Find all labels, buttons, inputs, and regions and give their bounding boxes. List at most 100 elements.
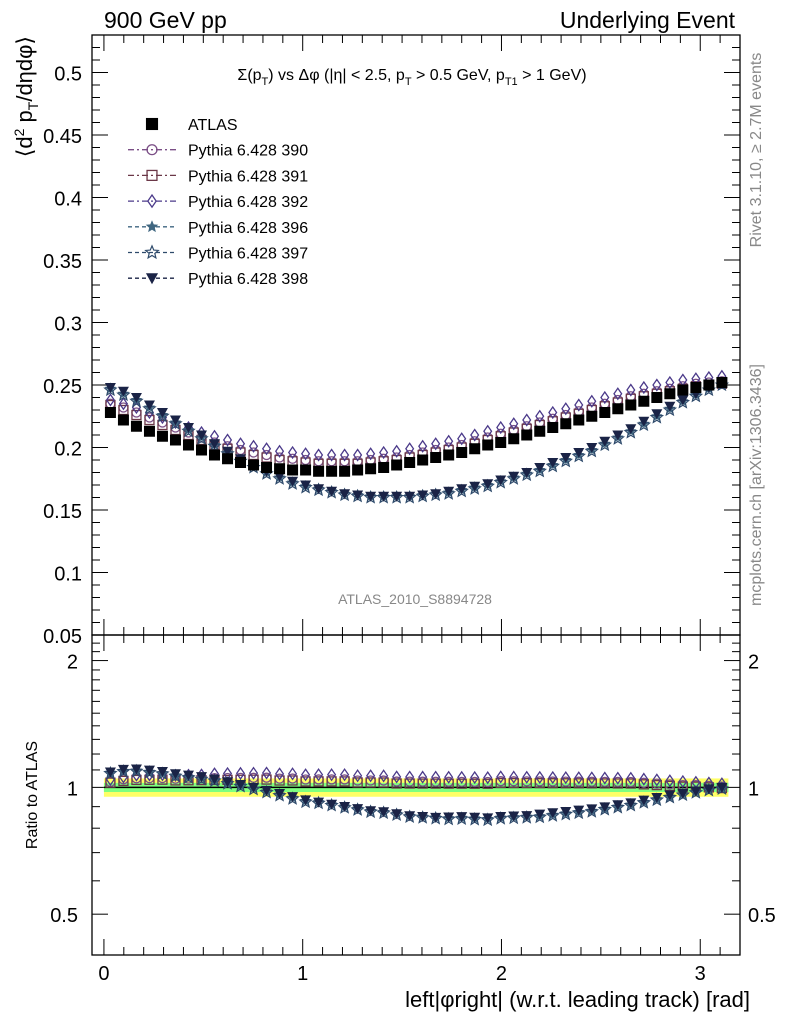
data-point-pythia-6-428-398 [586, 443, 598, 453]
legend-marker [145, 273, 159, 285]
data-point-pythia-6-428-392 [222, 433, 233, 447]
data-point-atlas [651, 392, 663, 403]
ratio-point-pythia-6-428-392 [340, 768, 350, 782]
data-point-atlas [339, 465, 351, 477]
ratio-point-pythia-6-428-398 [586, 804, 598, 815]
data-point-pythia-6-428-398 [443, 486, 455, 497]
data-point-pythia-6-428-391 [131, 409, 142, 421]
x-tick-label: 2 [496, 963, 507, 985]
ratio-point-pythia-6-428-391 [534, 777, 545, 789]
ratio-point-pythia-6-428-392 [483, 771, 493, 785]
data-point-pythia-6-428-398 [534, 463, 546, 473]
data-point-pythia-6-428-392 [261, 442, 272, 456]
ratio-point-pythia-6-428-392 [548, 770, 558, 785]
ratio-point-pythia-6-428-398 [508, 811, 520, 822]
ratio-point-pythia-6-428-398 [196, 772, 208, 783]
data-point-pythia-6-428-392 [405, 442, 415, 456]
legend-marker [145, 117, 159, 131]
data-point-atlas [690, 382, 702, 393]
ratio-point-pythia-6-428-398 [339, 802, 351, 813]
ratio-point-pythia-6-428-392 [665, 774, 675, 788]
ratio-point-pythia-6-428-392 [626, 771, 636, 785]
ratio-point-pythia-6-428-398 [573, 805, 585, 816]
legend-label: Pythia 6.428 398 [188, 271, 308, 288]
ratio-point-pythia-6-428-392 [613, 771, 623, 785]
ratio-point-pythia-6-428-392 [327, 768, 337, 782]
data-point-pythia-6-428-398 [430, 489, 442, 500]
data-point-atlas [104, 407, 116, 418]
ratio-point-pythia-6-428-392 [274, 767, 285, 781]
ratio-point-pythia-6-428-392 [248, 766, 259, 780]
ratio-y-tick-label: 1 [67, 778, 78, 800]
data-point-pythia-6-428-397 [584, 443, 599, 458]
data-point-pythia-6-428-392 [235, 437, 246, 451]
data-point-pythia-6-428-398 [599, 436, 611, 447]
main-y-tick-label: 0.45 [43, 126, 82, 148]
data-point-pythia-6-428-398 [664, 401, 676, 412]
ratio-point-pythia-6-428-398 [443, 812, 455, 823]
ratio-point-pythia-6-428-392 [587, 771, 597, 785]
data-point-pythia-6-428-392 [287, 445, 298, 460]
ratio-point-pythia-6-428-392 [431, 770, 441, 784]
ratio-point-pythia-6-428-392 [561, 770, 571, 785]
ratio-point-pythia-6-428-392 [287, 767, 298, 781]
data-point-atlas [456, 447, 468, 458]
data-point-pythia-6-428-392 [366, 447, 376, 461]
data-point-atlas [703, 379, 715, 391]
legend-label: ATLAS [188, 117, 238, 134]
data-point-atlas [534, 425, 546, 437]
legend-item-pythia-6-428-396: Pythia 6.428 396 [128, 220, 308, 237]
data-point-pythia-6-428-397 [610, 431, 626, 445]
ratio-point-pythia-6-428-398 [690, 786, 702, 797]
data-point-pythia-6-428-392 [626, 383, 636, 397]
ratio-y-tick-label-right: 1 [748, 778, 759, 800]
data-point-pythia-6-428-392 [313, 448, 324, 462]
data-point-atlas [716, 377, 728, 388]
data-point-pythia-6-428-398 [313, 484, 325, 495]
ratio-point-pythia-6-428-392 [444, 770, 454, 784]
data-point-atlas [391, 459, 403, 471]
series-pythia-6-428-397 [103, 377, 730, 504]
data-point-atlas [274, 463, 286, 475]
ratio-point-pythia-6-428-397 [571, 805, 586, 820]
ratio-point-pythia-6-428-391 [586, 778, 597, 789]
ratio-point-pythia-6-428-391 [118, 775, 129, 787]
data-point-pythia-6-428-398 [417, 490, 429, 501]
data-point-pythia-6-428-398 [117, 386, 129, 397]
legend-item-atlas: ATLAS [145, 117, 238, 134]
data-point-pythia-6-428-397 [571, 448, 586, 463]
data-point-pythia-6-428-392 [118, 397, 129, 411]
data-point-atlas [469, 443, 481, 455]
data-point-atlas [508, 433, 520, 445]
data-point-atlas [573, 414, 585, 426]
data-point-pythia-6-428-398 [352, 490, 364, 501]
ratio-point-pythia-6-428-391 [274, 775, 285, 786]
data-point-pythia-6-428-398 [456, 484, 468, 495]
data-point-pythia-6-428-398 [196, 430, 208, 441]
ratio-point-pythia-6-428-398 [456, 812, 468, 823]
data-point-pythia-6-428-398 [560, 453, 572, 463]
data-point-pythia-6-428-398 [482, 479, 494, 490]
data-point-atlas [664, 388, 676, 400]
data-point-pythia-6-428-392 [418, 439, 428, 453]
data-point-pythia-6-428-392 [457, 432, 467, 446]
ratio-point-pythia-6-428-397 [558, 806, 573, 821]
data-point-pythia-6-428-392 [496, 420, 506, 435]
data-point-pythia-6-428-398 [677, 395, 689, 406]
data-point-pythia-6-428-397 [142, 401, 157, 415]
data-point-pythia-6-428-398 [378, 491, 390, 502]
ratio-point-pythia-6-428-391 [287, 775, 298, 786]
data-point-pythia-6-428-397 [662, 402, 678, 417]
ratio-point-pythia-6-428-391 [404, 778, 415, 789]
x-tick-label: 0 [98, 963, 109, 985]
data-point-pythia-6-428-392 [548, 405, 558, 420]
ratio-point-pythia-6-428-398 [156, 766, 168, 777]
data-point-pythia-6-428-398 [495, 475, 507, 486]
ratio-point-pythia-6-428-398 [651, 793, 663, 804]
data-point-pythia-6-428-398 [547, 458, 559, 468]
data-point-pythia-6-428-392 [652, 378, 662, 392]
data-point-pythia-6-428-397 [636, 417, 652, 432]
data-point-atlas [182, 439, 194, 451]
data-point-pythia-6-428-397 [532, 463, 547, 478]
data-point-pythia-6-428-398 [339, 489, 351, 500]
